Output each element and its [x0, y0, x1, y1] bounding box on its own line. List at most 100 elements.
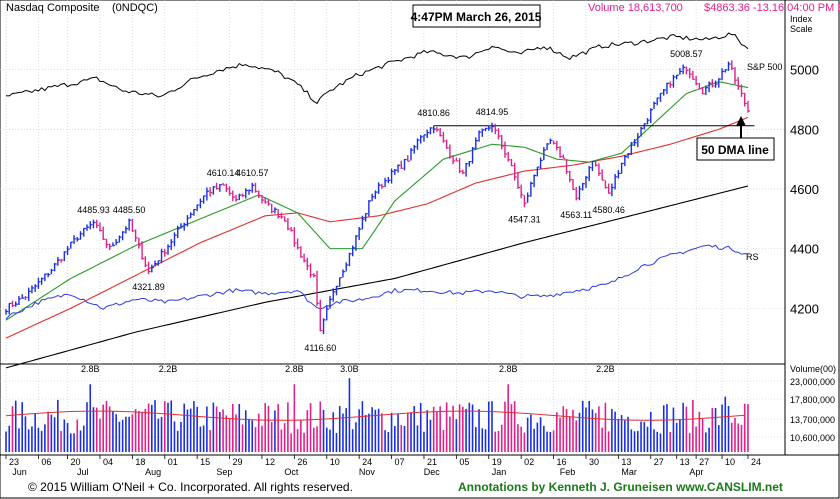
- price-bar: [468, 161, 472, 167]
- day-tick-label: 19: [492, 457, 502, 467]
- price-bar: [637, 133, 640, 148]
- price-bar: [332, 288, 336, 302]
- price-bar: [504, 141, 508, 158]
- quote-readout: $4863.36 -13.16 04:00 PM ET: [704, 2, 840, 14]
- price-bar: [105, 238, 109, 249]
- price-bar: [164, 248, 167, 257]
- price-annotation: 4563.11: [560, 210, 592, 220]
- price-tick-label: 5000: [790, 63, 819, 78]
- price-bar: [245, 188, 248, 199]
- price-bar: [617, 169, 621, 179]
- price-bar: [627, 153, 631, 159]
- price-bar: [15, 301, 18, 307]
- price-bar: [458, 158, 462, 174]
- month-tick-label: Oct: [284, 467, 299, 477]
- price-bar: [199, 198, 203, 209]
- sp500-label: S&P 500: [747, 62, 782, 72]
- day-tick-label: 12: [265, 457, 275, 467]
- price-bar: [79, 231, 83, 240]
- price-bar: [526, 192, 530, 203]
- price-bar: [416, 138, 420, 150]
- price-bar: [672, 74, 676, 88]
- volume-tick-label: 23,000,000: [790, 377, 835, 387]
- ma-10-line: [5, 81, 749, 321]
- month-tick-label: Dec: [424, 467, 441, 477]
- price-bar: [326, 305, 329, 321]
- price-bar: [170, 239, 174, 250]
- price-bar: [319, 299, 323, 332]
- price-bar: [196, 204, 200, 212]
- price-bar: [669, 81, 673, 88]
- day-tick-label: 27: [654, 457, 664, 467]
- price-bar: [423, 134, 427, 142]
- price-bar: [679, 67, 683, 75]
- price-bar: [287, 218, 291, 231]
- price-bar: [313, 273, 316, 278]
- price-bar: [209, 187, 213, 197]
- month-tick-label: Feb: [560, 467, 576, 477]
- price-bar: [701, 86, 705, 95]
- price-bar: [251, 182, 255, 193]
- price-bar: [177, 225, 180, 239]
- price-bar: [488, 125, 491, 131]
- price-bar: [575, 187, 579, 201]
- price-bar: [445, 139, 449, 149]
- price-bar: [682, 64, 686, 75]
- price-bar: [167, 244, 171, 255]
- volume-axis-label: Volume(00): [790, 364, 836, 374]
- rs-line: [5, 244, 748, 320]
- price-bar: [115, 239, 119, 246]
- price-bar: [160, 248, 164, 264]
- price-bar: [721, 68, 725, 81]
- price-bar: [536, 166, 540, 177]
- price-bar: [517, 172, 521, 189]
- price-bar: [183, 222, 187, 231]
- price-bar: [569, 170, 572, 183]
- price-bar: [131, 218, 135, 232]
- month-tick-label: Jun: [12, 467, 27, 477]
- price-bar: [274, 207, 278, 214]
- price-bar: [630, 141, 634, 155]
- price-bar: [656, 97, 660, 106]
- index-scale-label-2: Scale: [790, 24, 813, 34]
- price-bar: [267, 199, 271, 206]
- month-tick-label: Nov: [359, 467, 376, 477]
- price-bar: [102, 226, 106, 241]
- copyright: © 2015 William O'Neil + Co. Incorporated…: [28, 480, 353, 494]
- price-bar: [63, 251, 67, 262]
- price-bar: [491, 122, 495, 133]
- day-tick-label: 10: [330, 457, 340, 467]
- price-bar: [578, 185, 582, 201]
- price-bar: [254, 182, 258, 193]
- price-bar: [125, 226, 129, 234]
- volume-average-line: [5, 410, 745, 421]
- price-bar: [394, 168, 397, 175]
- price-bar: [731, 60, 734, 70]
- price-bar: [50, 268, 54, 275]
- day-tick-label: 23: [9, 457, 19, 467]
- index-scale-label: Index: [790, 14, 813, 24]
- price-bar: [70, 241, 73, 249]
- price-annotation: 4116.60: [304, 343, 336, 353]
- price-bar: [296, 238, 300, 250]
- day-tick-label: 24: [362, 457, 372, 467]
- price-bar: [40, 277, 44, 285]
- day-tick-label: 26: [297, 457, 307, 467]
- price-bar: [66, 245, 70, 255]
- price-bar: [646, 118, 650, 125]
- price-bar: [455, 157, 459, 162]
- price-bar: [478, 130, 482, 142]
- volume-tick-label: 10,600,000: [790, 433, 835, 443]
- index-name: Nasdaq Composite: [6, 2, 100, 14]
- price-annotation: 4485.50: [113, 205, 146, 215]
- price-bar: [300, 246, 304, 258]
- day-tick-label: 16: [557, 457, 567, 467]
- timestamp: 4:47PM March 26, 2015: [411, 10, 542, 24]
- price-bar: [293, 226, 297, 247]
- day-tick-label: 07: [395, 457, 405, 467]
- price-bar: [403, 158, 407, 171]
- price-bar: [475, 137, 478, 150]
- price-bar: [588, 165, 592, 182]
- day-tick-label: 04: [103, 457, 113, 467]
